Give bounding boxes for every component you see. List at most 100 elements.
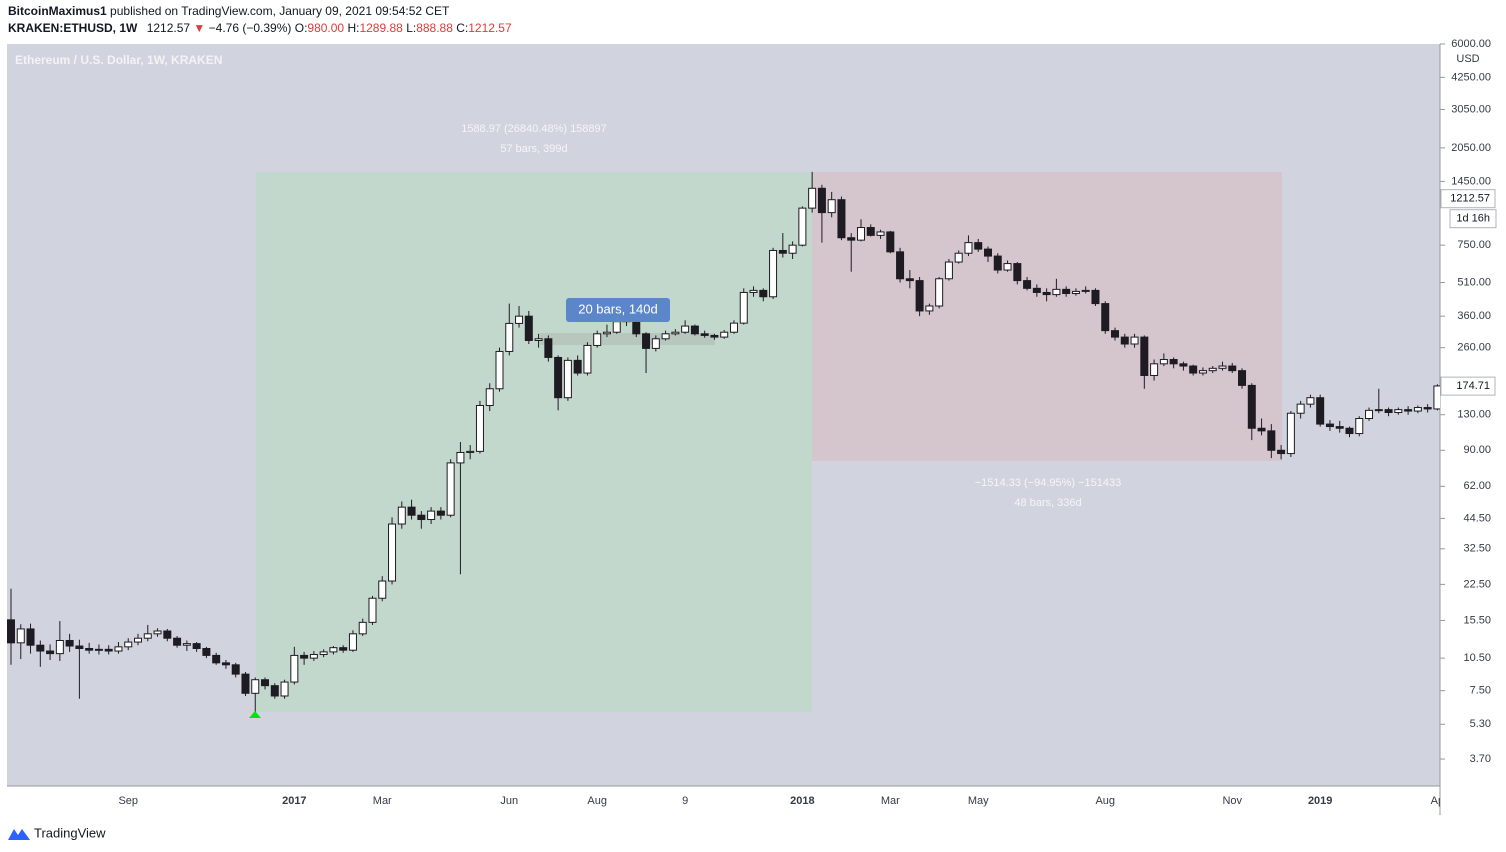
candle-body [495,350,504,390]
candle-body [26,628,35,646]
candle-body [554,356,563,399]
symbol: KRAKEN:ETHUSD, 1W [8,21,138,35]
y-tick-label: 32.50 [1463,543,1491,555]
y-tick-label: 90.00 [1463,444,1491,456]
x-tick-label: Nov [1222,795,1242,807]
candle-body [1159,359,1168,365]
y-tick-label: 44.50 [1463,512,1491,524]
symbol-line: KRAKEN:ETHUSD, 1W 1212.57 ▼ −4.76 (−0.39… [8,21,512,35]
candle-body [1296,403,1305,414]
candle-body [1091,289,1100,305]
logo-icon [8,829,30,840]
candle-body [436,510,445,516]
candle-body [925,305,934,312]
author: BitcoinMaximus1 [8,4,107,18]
candle-body [358,621,367,635]
candle-body [388,523,397,582]
candle-body [1101,303,1110,332]
candle-body [114,646,123,652]
y-tick-label: 5.30 [1470,718,1491,730]
candle-body [466,450,475,453]
y-tick-label: 3.70 [1470,753,1491,765]
publish-line: BitcoinMaximus1 published on TradingView… [8,4,450,18]
price: 1212.57 [147,21,191,35]
candle-body [1150,363,1159,376]
candle-body [143,633,152,639]
candle-body [485,388,494,406]
candle-body [1433,385,1440,410]
candle-body [749,289,758,293]
candle-body [798,207,807,246]
x-labels: Sep 2017 Mar Jun Aug 9 2018 Mar May Aug Nov 2019 Ap [118,795,1440,807]
candle-body [182,643,191,646]
x-tick-label: 2019 [1308,795,1332,807]
candle-body [427,510,436,521]
candle-body [1062,288,1071,295]
candle-body [339,647,348,651]
candle-body [563,359,572,399]
candle-body [16,628,25,644]
candle-body [1374,409,1383,412]
candle-body [524,315,533,341]
candle-body [993,255,1002,271]
candle-body [915,280,924,312]
candle-body [837,199,846,239]
candle-body [505,322,514,352]
candle-body [1394,409,1403,414]
annotation: 48 bars, 336d [1014,497,1081,509]
candle-body [944,261,953,280]
candle-body [778,249,787,254]
candle-body [251,679,260,694]
candle-body [1071,290,1080,295]
brand: TradingView [34,825,106,840]
candle-body [221,662,230,666]
candle-body [612,321,621,333]
candle-body [544,338,553,358]
chart-title: Ethereum / U.S. Dollar, 1W, KRAKEN [15,53,222,67]
x-tick-label: 2018 [790,795,814,807]
candle-body [700,333,709,336]
candle-body [104,648,113,652]
candle-body [202,647,211,656]
candle-body [1169,359,1178,365]
candle-body [300,654,309,659]
candle-body [134,637,143,643]
y-tick-label: 22.50 [1463,578,1491,590]
candle-body [1198,370,1207,374]
y-tick-label: 6000.00 [1451,38,1491,50]
candle-body [1277,449,1286,455]
candle-body [1111,330,1120,338]
candle-body [1413,407,1422,412]
c-label: C: [456,21,468,35]
x-tick-label: 9 [682,795,688,807]
candle-body [475,404,484,452]
y-tick-label: 260.00 [1457,342,1491,354]
candle-body [905,278,914,282]
candle-body [446,462,455,516]
candle-body [690,325,699,335]
candle-body [280,681,289,697]
candle-body [1423,407,1432,410]
candle-body [935,278,944,307]
candle-body [651,338,660,349]
candle-body [7,619,15,644]
y-tick-label: 15.50 [1463,614,1491,626]
candle-body [661,333,670,340]
candle-body [1081,289,1090,292]
candle-body [602,331,611,335]
candle-body [1325,423,1334,428]
candle-body [534,338,543,341]
candle-body [515,315,524,324]
candle-body [1052,288,1061,296]
marker-price-label: 174.71 [1456,380,1490,392]
candle-body [671,331,680,335]
candle-body [1218,365,1227,369]
x-tick-label: Jun [500,795,518,807]
candle-body [583,344,592,374]
candle-body [954,252,963,263]
candle-body [270,685,279,697]
short-range-box [812,172,1282,461]
annotation-badge [566,298,670,322]
countdown-box [1449,209,1497,229]
